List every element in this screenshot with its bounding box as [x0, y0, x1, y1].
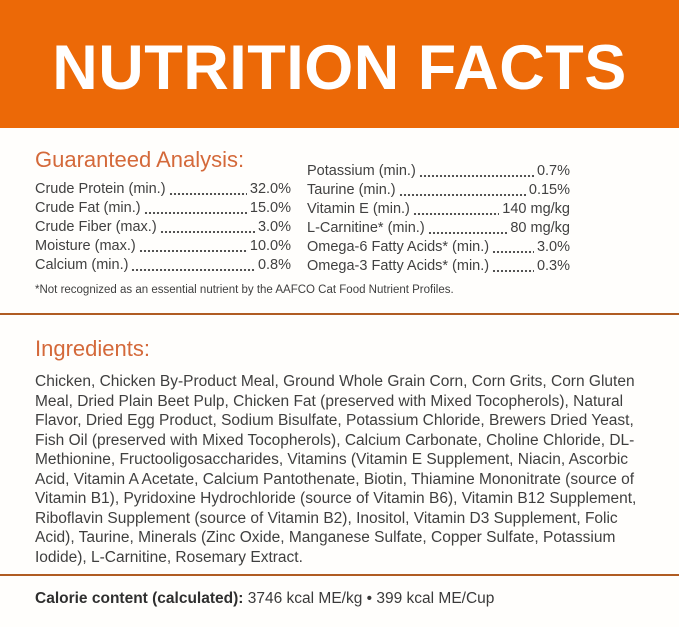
nutrient-label: Omega-3 Fatty Acids* (min.)	[307, 258, 490, 274]
header-band: NUTRITION FACTS	[0, 0, 679, 128]
dotted-leader	[412, 213, 500, 215]
nutrient-value: 0.3%	[536, 258, 570, 274]
analysis-row: Vitamin E (min.) 140 mg/kg	[307, 200, 570, 219]
nutrient-label: Potassium (min.)	[307, 163, 416, 179]
nutrient-value: 0.7%	[536, 163, 570, 179]
analysis-row: Potassium (min.) 0.7%	[307, 162, 570, 181]
dotted-leader	[492, 270, 534, 272]
analysis-left-column: Guaranteed Analysis: Crude Protein (min.…	[35, 146, 291, 276]
nutrient-label: Taurine (min.)	[307, 182, 396, 198]
guaranteed-analysis-section: Guaranteed Analysis: Crude Protein (min.…	[0, 128, 679, 298]
nutrient-label: L-Carnitine* (min.)	[307, 220, 425, 236]
nutrient-value: 3.0%	[536, 239, 570, 255]
dotted-leader	[492, 251, 534, 253]
dotted-leader	[418, 175, 534, 177]
aafco-footnote: *Not recognized as an essential nutrient…	[35, 284, 454, 296]
analysis-row: Crude Protein (min.) 32.0%	[35, 180, 291, 199]
nutrient-label: Omega-6 Fatty Acids* (min.)	[307, 239, 490, 255]
nutrient-value: 32.0%	[249, 181, 291, 197]
calorie-content-value: 3746 kcal ME/kg • 399 kcal ME/Cup	[247, 590, 495, 607]
ingredients-section: Ingredients: Chicken, Chicken By-Product…	[0, 335, 679, 567]
nutrient-value: 15.0%	[249, 200, 291, 216]
analysis-row: L-Carnitine* (min.) 80 mg/kg	[307, 219, 570, 238]
page-title: NUTRITION FACTS	[52, 33, 627, 103]
dotted-leader	[131, 269, 255, 271]
dotted-leader	[398, 194, 526, 196]
guaranteed-analysis-heading: Guaranteed Analysis:	[35, 147, 245, 172]
dotted-leader	[138, 250, 247, 252]
nutrient-value: 80 mg/kg	[510, 220, 570, 236]
nutrient-value: 0.15%	[528, 182, 570, 198]
calorie-content-label: Calorie content (calculated):	[35, 590, 244, 607]
nutrient-label: Calcium (min.)	[35, 257, 129, 273]
analysis-columns: Guaranteed Analysis: Crude Protein (min.…	[35, 146, 644, 276]
dotted-leader	[143, 212, 247, 214]
analysis-row: Taurine (min.) 0.15%	[307, 181, 570, 200]
nutrient-value: 10.0%	[249, 238, 291, 254]
nutrient-label: Crude Fiber (max.)	[35, 219, 157, 235]
analysis-right-column: Potassium (min.) 0.7% Taurine (min.) 0.15% V…	[307, 162, 570, 276]
dotted-leader	[427, 232, 508, 234]
nutrient-label: Moisture (max.)	[35, 238, 136, 254]
nutrient-label: Crude Protein (min.)	[35, 181, 166, 197]
nutrient-label: Vitamin E (min.)	[307, 201, 410, 217]
calorie-content-line: Calorie content (calculated): 3746 kcal …	[0, 589, 679, 609]
section-divider-bottom	[0, 574, 679, 576]
section-divider-top	[0, 313, 679, 315]
analysis-row: Moisture (max.) 10.0%	[35, 237, 291, 256]
analysis-row: Crude Fat (min.) 15.0%	[35, 199, 291, 218]
analysis-left-rows: Crude Protein (min.) 32.0% Crude Fat (min.…	[35, 180, 291, 275]
nutrient-value: 0.8%	[257, 257, 291, 273]
analysis-row: Omega-6 Fatty Acids* (min.) 3.0%	[307, 238, 570, 257]
nutrient-value: 3.0%	[257, 219, 291, 235]
analysis-row: Crude Fiber (max.) 3.0%	[35, 218, 291, 237]
ingredients-heading: Ingredients:	[35, 336, 150, 361]
analysis-row: Calcium (min.) 0.8%	[35, 256, 291, 275]
analysis-row: Omega-3 Fatty Acids* (min.) 0.3%	[307, 257, 570, 276]
ingredients-text: Chicken, Chicken By-Product Meal, Ground…	[35, 373, 637, 566]
nutrient-value: 140 mg/kg	[502, 201, 570, 217]
nutrient-label: Crude Fat (min.)	[35, 200, 141, 216]
analysis-right-rows: Potassium (min.) 0.7% Taurine (min.) 0.15% V…	[307, 162, 570, 276]
dotted-leader	[168, 193, 247, 195]
dotted-leader	[159, 231, 255, 233]
